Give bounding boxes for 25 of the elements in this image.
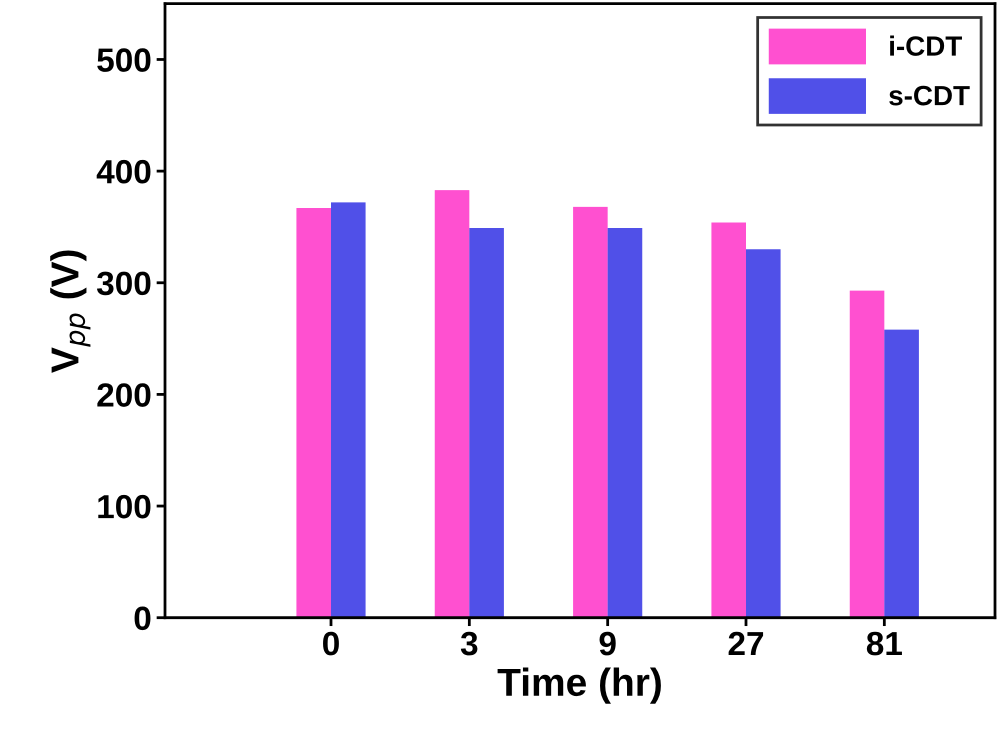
bar bbox=[884, 330, 919, 618]
x-tick-label: 3 bbox=[460, 632, 478, 656]
y-tick-label: 100 bbox=[98, 494, 150, 518]
x-tick-label: 9 bbox=[600, 632, 616, 656]
y-tick-label: 300 bbox=[96, 272, 150, 296]
x-tick-label: 81 bbox=[866, 632, 902, 656]
x-axis-title: Time (hr) bbox=[498, 668, 661, 704]
y-tick-label: 500 bbox=[97, 48, 150, 72]
bar bbox=[296, 208, 331, 618]
y-axis-title: V$_{pp}$ (V) bbox=[50, 250, 90, 373]
x-tick-label: 27 bbox=[728, 632, 764, 656]
y-tick-label: 200 bbox=[97, 383, 150, 407]
bar bbox=[608, 228, 642, 618]
bar bbox=[469, 228, 504, 618]
legend-label: i-CDT bbox=[890, 35, 962, 56]
bar bbox=[331, 202, 366, 618]
y-tick-label: 0 bbox=[134, 606, 150, 630]
bar bbox=[746, 249, 781, 618]
bar bbox=[850, 290, 884, 618]
x-tick-label: 0 bbox=[323, 632, 339, 656]
bar bbox=[573, 206, 608, 618]
legend-label: s-CDT bbox=[889, 86, 970, 106]
y-tick-label: 400 bbox=[96, 160, 150, 184]
bar bbox=[711, 222, 746, 618]
bar bbox=[434, 190, 470, 618]
